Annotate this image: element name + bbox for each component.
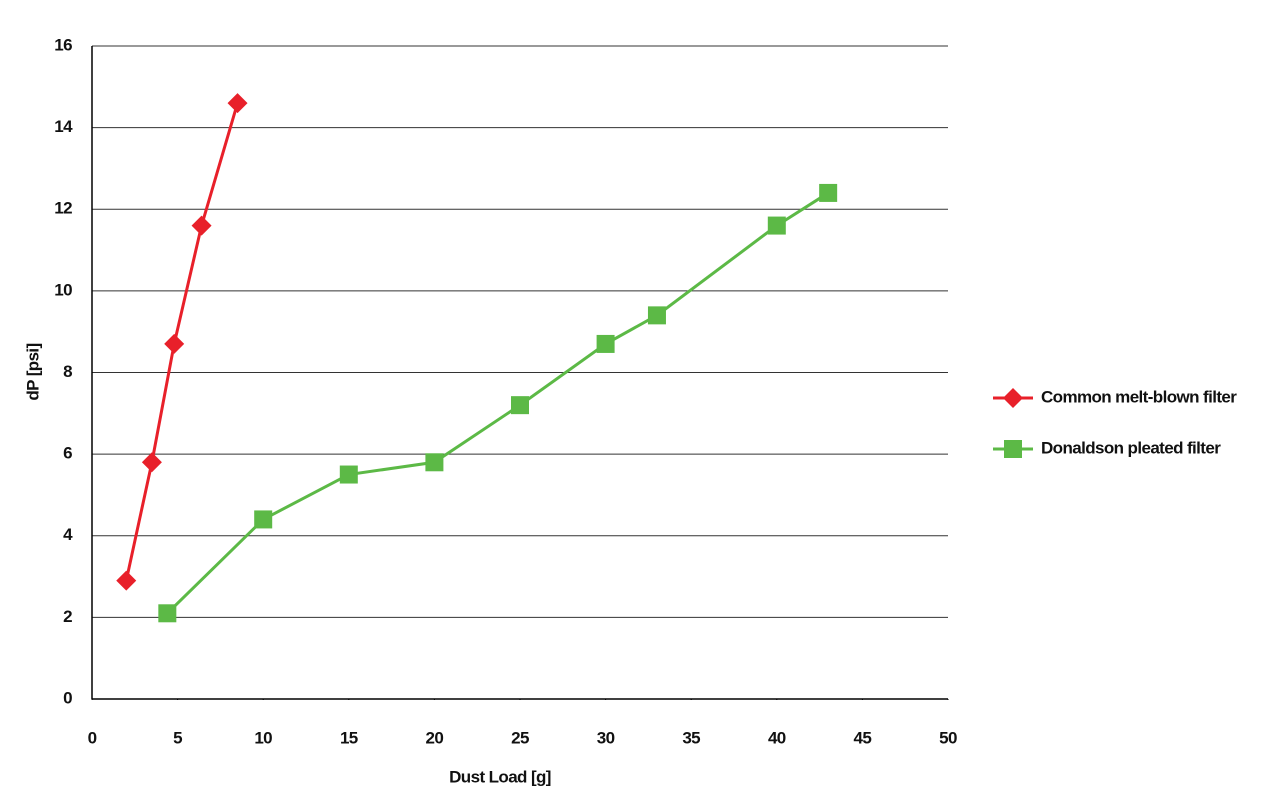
y-tick-label: 12 (54, 199, 72, 218)
marker (254, 510, 273, 529)
x-tick-label: 45 (854, 728, 872, 747)
marker (1003, 388, 1023, 408)
y-tick-label: 10 (54, 280, 72, 299)
marker (141, 452, 162, 473)
marker (1004, 440, 1022, 458)
x-tick-label: 5 (173, 728, 182, 747)
marker (596, 334, 615, 353)
x-tick-label: 0 (88, 728, 97, 747)
y-tick-label: 6 (63, 444, 72, 463)
x-tick-label: 20 (426, 728, 444, 747)
x-axis-label: Dust Load [g] (449, 767, 551, 786)
x-tick-label: 25 (511, 728, 529, 747)
y-tick-label: 4 (63, 525, 73, 544)
marker (164, 333, 185, 354)
x-tick-label: 50 (939, 728, 957, 747)
marker (647, 306, 666, 325)
marker (227, 93, 248, 114)
marker (819, 183, 838, 202)
x-tick-label: 40 (768, 728, 786, 747)
legend-label: Donaldson pleated filter (1041, 438, 1221, 457)
y-tick-label: 0 (63, 688, 72, 707)
x-tick-label: 10 (254, 728, 272, 747)
x-tick-label: 30 (597, 728, 615, 747)
marker (767, 216, 786, 235)
legend-label: Common melt-blown filter (1041, 387, 1237, 406)
y-tick-label: 14 (54, 117, 73, 136)
x-tick-label: 35 (682, 728, 700, 747)
y-tick-label: 2 (63, 607, 72, 626)
marker (191, 215, 212, 236)
marker (339, 465, 358, 484)
series-line (166, 191, 829, 615)
marker (158, 604, 177, 623)
x-tick-label: 15 (340, 728, 358, 747)
marker (116, 570, 137, 591)
marker (511, 396, 529, 415)
marker (425, 453, 444, 472)
y-tick-label: 8 (63, 362, 72, 381)
y-axis-label: dP [psi] (23, 343, 42, 400)
y-tick-label: 16 (54, 35, 72, 54)
